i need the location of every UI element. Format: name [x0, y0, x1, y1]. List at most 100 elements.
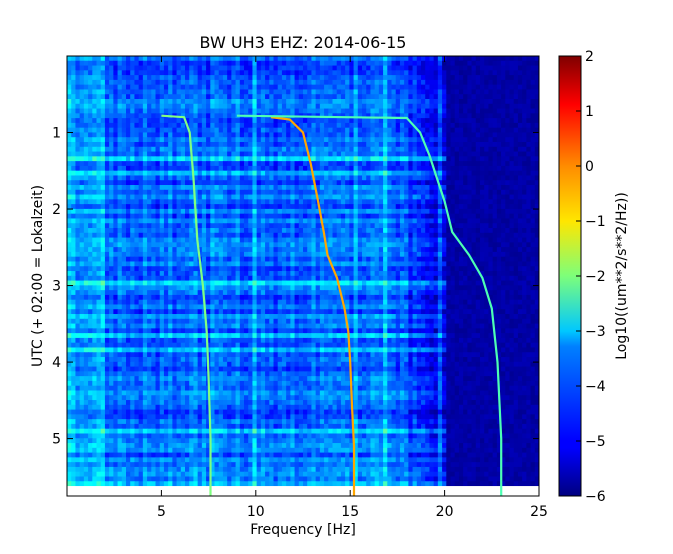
- heatmap-cell: [387, 84, 393, 91]
- heatmap-cell: [522, 175, 527, 181]
- heatmap-cell: [298, 84, 304, 91]
- heatmap-cell: [458, 170, 464, 177]
- heatmap-cell: [252, 251, 258, 258]
- heatmap-cell: [71, 218, 77, 224]
- heatmap-cell: [71, 189, 77, 196]
- heatmap-cell: [496, 199, 502, 205]
- heatmap-cell: [138, 75, 144, 81]
- heatmap-cell: [260, 165, 266, 172]
- heatmap-cell: [471, 180, 477, 186]
- heatmap-cell: [298, 79, 304, 86]
- heatmap-cell: [374, 223, 380, 229]
- heatmap-cell: [185, 94, 190, 100]
- heatmap-cell: [505, 237, 511, 243]
- heatmap-cell: [206, 151, 211, 157]
- heatmap-cell: [471, 137, 477, 143]
- heatmap-cell: [189, 70, 195, 76]
- heatmap-cell: [522, 204, 527, 210]
- heatmap-cell: [113, 161, 119, 167]
- heatmap-cell: [265, 60, 270, 67]
- heatmap-cell: [235, 99, 241, 105]
- heatmap-cell: [286, 232, 291, 239]
- heatmap-cell: [214, 199, 220, 205]
- heatmap-cell: [345, 75, 350, 81]
- heatmap-cell: [248, 156, 254, 162]
- heatmap-cell: [75, 56, 81, 62]
- heatmap-cell: [416, 132, 422, 138]
- heatmap-cell: [505, 70, 511, 76]
- heatmap-cell: [336, 170, 342, 177]
- heatmap-cell: [463, 65, 468, 71]
- heatmap-cell: [311, 122, 317, 129]
- heatmap-cell: [366, 218, 372, 224]
- heatmap-cell: [425, 142, 431, 148]
- heatmap-cell: [429, 208, 435, 215]
- heatmap-cell: [231, 237, 237, 243]
- heatmap-cell: [176, 266, 182, 272]
- heatmap-cell: [336, 213, 342, 220]
- heatmap-cell: [513, 242, 519, 248]
- heatmap-cell: [126, 237, 131, 243]
- heatmap-cell: [235, 65, 241, 71]
- heatmap-cell: [290, 75, 296, 81]
- heatmap-cell: [180, 266, 186, 272]
- heatmap-cell: [383, 165, 388, 172]
- heatmap-cell: [126, 146, 131, 153]
- heatmap-cell: [378, 189, 384, 196]
- heatmap-cell: [147, 89, 152, 95]
- heatmap-cell: [71, 99, 77, 105]
- heatmap-cell: [67, 228, 72, 234]
- heatmap-cell: [366, 251, 372, 258]
- heatmap-cell: [104, 56, 110, 62]
- heatmap-cell: [319, 151, 325, 157]
- heatmap-cell: [75, 99, 81, 105]
- heatmap-cell: [75, 75, 81, 81]
- heatmap-cell: [442, 118, 447, 124]
- heatmap-cell: [391, 108, 397, 114]
- heatmap-cell: [454, 208, 460, 215]
- heatmap-cell: [206, 132, 211, 138]
- heatmap-cell: [248, 232, 254, 239]
- heatmap-cell: [185, 185, 190, 191]
- heatmap-cell: [496, 118, 502, 124]
- heatmap-cell: [147, 108, 152, 114]
- heatmap-cell: [484, 251, 490, 258]
- heatmap-cell: [530, 218, 536, 224]
- heatmap-cell: [172, 232, 178, 239]
- heatmap-cell: [218, 165, 224, 172]
- heatmap-cell: [96, 223, 102, 229]
- heatmap-cell: [349, 137, 355, 143]
- heatmap-cell: [277, 261, 283, 267]
- heatmap-cell: [488, 223, 494, 229]
- heatmap-cell: [71, 223, 77, 229]
- heatmap-cell: [530, 113, 536, 119]
- heatmap-cell: [126, 232, 131, 239]
- heatmap-cell: [197, 165, 203, 172]
- heatmap-cell: [248, 146, 254, 153]
- heatmap-cell: [273, 118, 279, 124]
- heatmap-cell: [454, 84, 460, 91]
- heatmap-cell: [142, 194, 148, 200]
- heatmap-cell: [201, 142, 207, 148]
- heatmap-cell: [488, 251, 494, 258]
- heatmap-cell: [324, 156, 329, 162]
- heatmap-cell: [286, 60, 291, 67]
- heatmap-cell: [383, 170, 388, 177]
- heatmap-cell: [378, 261, 384, 267]
- heatmap-cell: [286, 256, 291, 263]
- heatmap-cell: [75, 237, 81, 243]
- heatmap-cell: [180, 132, 186, 138]
- heatmap-cell: [374, 213, 380, 220]
- heatmap-cell: [281, 213, 287, 220]
- heatmap-cell: [168, 84, 173, 91]
- heatmap-cell: [357, 189, 363, 196]
- heatmap-cell: [134, 99, 140, 105]
- heatmap-cell: [399, 84, 405, 91]
- heatmap-cell: [252, 256, 258, 263]
- heatmap-cell: [273, 108, 279, 114]
- heatmap-cell: [88, 232, 93, 239]
- heatmap-cell: [399, 108, 405, 114]
- heatmap-cell: [109, 161, 114, 167]
- heatmap-cell: [201, 189, 207, 196]
- heatmap-cell: [353, 137, 359, 143]
